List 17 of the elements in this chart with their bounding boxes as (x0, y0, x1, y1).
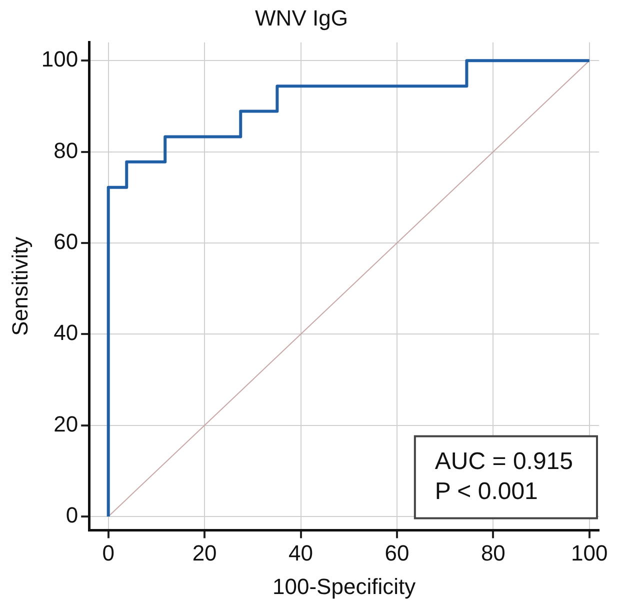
x-tick-label: 0 (102, 540, 114, 566)
y-axis-title: Sensitivity (7, 236, 32, 336)
y-tick-label: 60 (54, 229, 78, 254)
y-tick-label: 80 (54, 138, 78, 163)
annotation: P < 0.001 (434, 478, 538, 505)
chart-title: WNV IgG (255, 5, 348, 30)
y-tick-label: 0 (66, 502, 78, 528)
x-tick-label: 20 (192, 540, 217, 566)
y-tick-label: 20 (54, 411, 78, 436)
x-tick-label: 40 (288, 540, 313, 566)
y-tick-label: 40 (54, 320, 78, 346)
x-tick-label: 100 (571, 540, 608, 566)
x-axis-title: 100-Specificity (272, 574, 416, 599)
x-tick-label: 80 (480, 540, 506, 566)
x-tick-label: 60 (384, 540, 410, 566)
annotation: AUC = 0.915 (434, 448, 574, 475)
y-tick-label: 100 (41, 46, 78, 72)
